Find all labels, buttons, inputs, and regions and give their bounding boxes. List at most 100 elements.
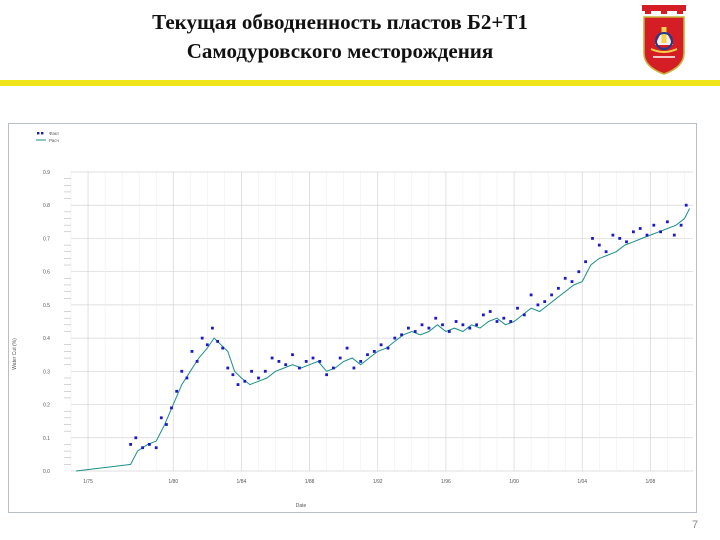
title-underline-bar bbox=[0, 80, 720, 86]
calculated-line bbox=[76, 208, 691, 472]
actual-point bbox=[190, 350, 194, 353]
actual-point bbox=[638, 227, 642, 230]
page-number: 7 bbox=[692, 519, 699, 531]
actual-point bbox=[441, 323, 444, 327]
actual-point bbox=[468, 326, 472, 330]
actual-point bbox=[522, 313, 526, 317]
actual-point bbox=[386, 346, 390, 350]
actual-point bbox=[205, 343, 209, 347]
slide-title-line-1: Текущая обводненность пластов Б2+Т1 bbox=[152, 10, 528, 34]
slide-title-line-2: Самодуровского месторождения bbox=[186, 39, 494, 63]
actual-point bbox=[557, 286, 560, 290]
actual-point bbox=[502, 316, 506, 320]
actual-point bbox=[420, 323, 424, 327]
actual-point bbox=[529, 293, 533, 297]
actual-point bbox=[372, 350, 376, 353]
x-axis-label: Date bbox=[296, 503, 307, 509]
actual-point bbox=[488, 310, 492, 313]
actual-point bbox=[379, 343, 383, 347]
actual-point bbox=[536, 303, 540, 307]
x-tick-label: 1/04 bbox=[577, 479, 587, 485]
y-axis-ticks: 0.0 0.1 0.2 0.3 0.4 0.5 0.6 0.7 0.8 0.9 bbox=[43, 170, 71, 475]
actual-point bbox=[352, 366, 356, 370]
actual-point bbox=[226, 366, 230, 370]
actual-point bbox=[659, 230, 662, 234]
actual-point bbox=[393, 336, 397, 340]
actual-point bbox=[165, 423, 168, 426]
actual-point bbox=[148, 443, 151, 446]
x-tick-label: 1/08 bbox=[646, 479, 656, 485]
y-tick-label: 0.3 bbox=[43, 369, 50, 375]
actual-point bbox=[597, 243, 601, 247]
actual-point bbox=[291, 353, 294, 357]
actual-point bbox=[231, 373, 235, 377]
actual-point bbox=[543, 300, 547, 303]
actual-point bbox=[584, 260, 587, 264]
actual-point bbox=[672, 233, 676, 237]
y-tick-label: 0.6 bbox=[43, 270, 50, 276]
actual-point bbox=[154, 446, 158, 450]
actual-point bbox=[298, 366, 301, 370]
actual-point bbox=[570, 280, 574, 283]
y-tick-label: 0.9 bbox=[43, 170, 50, 176]
actual-point bbox=[427, 326, 431, 330]
actual-point bbox=[141, 446, 144, 450]
y-tick-label: 0.5 bbox=[43, 303, 50, 309]
slide-title: Текущая обводненность пластов Б2+Т1 Само… bbox=[60, 8, 620, 66]
actual-point bbox=[250, 369, 253, 373]
actual-point bbox=[345, 346, 349, 350]
actual-point bbox=[304, 360, 308, 363]
x-tick-label: 1/80 bbox=[168, 479, 178, 485]
actual-point bbox=[221, 346, 225, 350]
actual-point bbox=[211, 326, 214, 330]
series-actual bbox=[129, 203, 688, 450]
actual-point bbox=[684, 203, 688, 207]
y-tick-label: 0.0 bbox=[43, 469, 50, 475]
actual-point bbox=[645, 233, 649, 237]
water-cut-chart: 1/75 1/80 1/84 1/88 1/92 1/96 1/00 1/04 1/08 0.0… bbox=[12, 131, 693, 509]
actual-point bbox=[270, 356, 274, 360]
actual-point bbox=[516, 306, 519, 310]
actual-point bbox=[434, 316, 438, 320]
chart-panel: 1/75 1/80 1/84 1/88 1/92 1/96 1/00 1/04 1/08 0.0… bbox=[8, 123, 697, 513]
y-tick-label: 0.2 bbox=[43, 403, 50, 409]
actual-point bbox=[413, 330, 417, 333]
actual-point bbox=[666, 220, 669, 224]
actual-point bbox=[461, 323, 465, 327]
chart-grid bbox=[70, 171, 693, 472]
actual-point bbox=[482, 313, 485, 317]
actual-point bbox=[625, 240, 628, 244]
x-tick-label: 1/88 bbox=[305, 479, 315, 485]
legend-marker-actual bbox=[41, 132, 44, 135]
actual-point bbox=[400, 333, 403, 337]
actual-point bbox=[359, 360, 363, 363]
y-tick-label: 0.7 bbox=[43, 236, 50, 242]
actual-point bbox=[332, 366, 335, 370]
actual-point bbox=[618, 237, 622, 240]
actual-point bbox=[577, 270, 581, 274]
actual-point bbox=[185, 376, 189, 380]
actual-point bbox=[134, 436, 138, 440]
actual-point bbox=[243, 379, 247, 383]
actual-point bbox=[611, 233, 615, 237]
actual-point bbox=[604, 250, 608, 254]
y-tick-label: 0.8 bbox=[43, 203, 50, 209]
actual-point bbox=[325, 373, 328, 377]
x-axis-ticks: 1/75 1/80 1/84 1/88 1/92 1/96 1/00 1/04 1/08 bbox=[83, 479, 655, 485]
actual-point bbox=[263, 369, 267, 373]
x-tick-label: 1/75 bbox=[83, 479, 93, 485]
actual-point bbox=[129, 443, 132, 446]
actual-point bbox=[495, 320, 499, 323]
actual-point bbox=[277, 360, 281, 363]
legend-label-calculated: Расч bbox=[49, 138, 60, 143]
actual-point bbox=[563, 276, 567, 280]
chart-legend: Факт Расч bbox=[36, 131, 60, 143]
coat-of-arms-icon bbox=[642, 5, 686, 75]
actual-point bbox=[550, 293, 553, 297]
x-tick-label: 1/00 bbox=[509, 479, 519, 485]
x-tick-label: 1/96 bbox=[441, 479, 451, 485]
actual-point bbox=[366, 353, 369, 357]
actual-point bbox=[180, 369, 184, 373]
x-tick-label: 1/92 bbox=[373, 479, 383, 485]
y-tick-label: 0.1 bbox=[43, 436, 50, 442]
